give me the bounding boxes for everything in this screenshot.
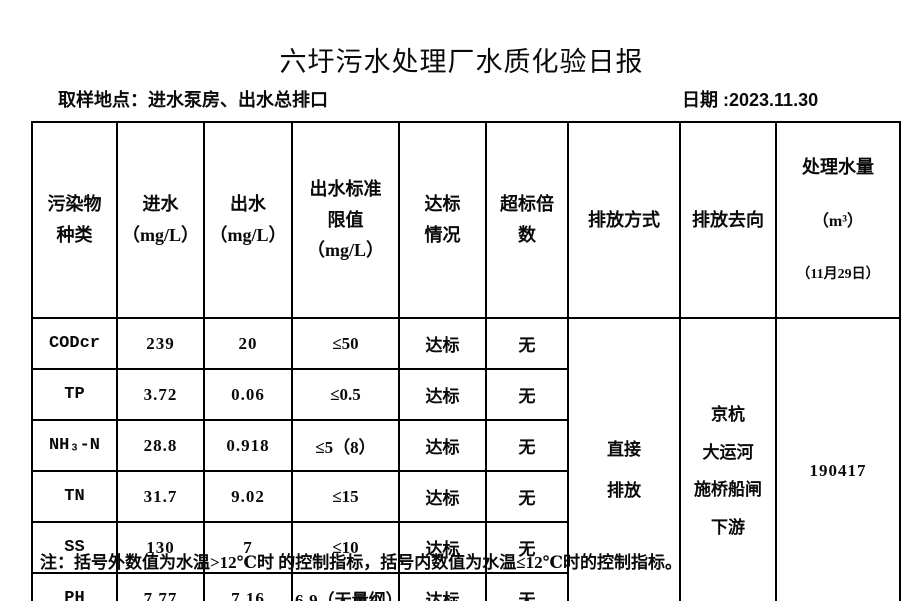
cell-limit: ≤15 <box>291 470 400 524</box>
cell-inflow: 130 <box>116 521 205 575</box>
cell-outflow: 7 <box>203 521 293 575</box>
cell-status: 达标 <box>398 521 487 575</box>
cell-status: 达标 <box>398 317 487 371</box>
table-row-codcr: CODcr 239 20 ≤50 达标 无 直接 排放 京杭 大运河 施桥船闸 … <box>31 317 901 601</box>
treated-volume-title: 处理水量 <box>802 156 874 177</box>
water-quality-table: 污染物 种类 进水 （mg/L） 出水 （mg/L） 出水标准 限值 （mg/L… <box>31 120 901 601</box>
header-exceed-multiple: 超标倍 数 <box>485 120 569 320</box>
cell-outflow: 0.06 <box>203 368 293 422</box>
treated-volume-date: （11月29日） <box>796 267 880 283</box>
table-row-ss: SS 130 7 ≤10 达标 无 <box>31 521 900 575</box>
cell-inflow: 3.72 <box>116 368 205 422</box>
cell-pollutant: NH₃-N <box>31 419 118 473</box>
cell-limit: ≤10 <box>291 521 400 575</box>
cell-outflow: 7.16 <box>203 572 293 601</box>
cell-inflow: 28.8 <box>116 419 205 473</box>
cell-status: 达标 <box>398 470 487 524</box>
header-discharge-destination: 排放去向 <box>679 120 777 320</box>
cell-limit: ≤0.5 <box>291 368 400 422</box>
cell-exceed: 无 <box>485 521 569 575</box>
cell-inflow: 239 <box>116 317 205 371</box>
cell-inflow: 31.7 <box>116 470 205 524</box>
footnote: 注：括号外数值为水温>12℃时 的控制指标，括号内数值为水温≤12℃时的控制指标… <box>40 553 683 572</box>
treated-volume-unit: （m³） <box>812 213 864 231</box>
cell-pollutant: PH <box>31 572 118 601</box>
table-row-tn: TN 31.7 9.02 ≤15 达标 无 <box>31 470 900 524</box>
header-inflow: 进水 （mg/L） <box>116 120 205 320</box>
cell-pollutant: TN <box>31 470 118 524</box>
cell-limit: 6-9（无量纲） <box>291 572 400 601</box>
cell-limit: ≤5（8） <box>291 419 400 473</box>
header-outflow-limit: 出水标准 限值 （mg/L） <box>291 120 400 320</box>
cell-outflow: 0.918 <box>203 419 293 473</box>
cell-pollutant: TP <box>31 368 118 422</box>
table-row-ph: PH 7.77 7.16 6-9（无量纲） 达标 无 <box>31 572 900 601</box>
report-date: 日期 :2023.11.30 <box>682 90 819 110</box>
header-row: 污染物 种类 进水 （mg/L） 出水 （mg/L） 出水标准 限值 （mg/L… <box>31 120 901 320</box>
cell-outflow: 20 <box>203 317 293 371</box>
page-title: 六圩污水处理厂水质化验日报 <box>279 47 644 77</box>
cell-status: 达标 <box>398 368 487 422</box>
merged-treated-volume: 190417 <box>775 317 901 601</box>
header-discharge-method: 排放方式 <box>567 120 681 320</box>
sampling-location: 取样地点：进水泵房、出水总排口 <box>58 90 328 110</box>
cell-pollutant: CODcr <box>31 317 118 371</box>
cell-inflow: 7.77 <box>116 572 205 601</box>
table-row-tp: TP 3.72 0.06 ≤0.5 达标 无 <box>31 368 900 422</box>
cell-exceed: 无 <box>485 470 569 524</box>
cell-limit: ≤50 <box>291 317 400 371</box>
cell-status: 达标 <box>398 419 487 473</box>
header-pollutant-type: 污染物 种类 <box>31 120 118 320</box>
cell-exceed: 无 <box>485 368 569 422</box>
cell-exceed: 无 <box>485 317 569 371</box>
header-treated-volume: 处理水量 （m³） （11月29日） <box>775 120 901 320</box>
cell-exceed: 无 <box>485 572 569 601</box>
cell-outflow: 9.02 <box>203 470 293 524</box>
cell-pollutant: SS <box>31 521 118 575</box>
table-row-nh3n: NH₃-N 28.8 0.918 ≤5（8） 达标 无 <box>31 419 900 473</box>
cell-status: 达标 <box>398 572 487 601</box>
header-outflow: 出水 （mg/L） <box>203 120 293 320</box>
merged-discharge-method: 直接 排放 <box>567 317 681 601</box>
cell-exceed: 无 <box>485 419 569 473</box>
header-compliance-status: 达标 情况 <box>398 120 487 320</box>
merged-discharge-destination: 京杭 大运河 施桥船闸 下游 <box>679 317 777 601</box>
